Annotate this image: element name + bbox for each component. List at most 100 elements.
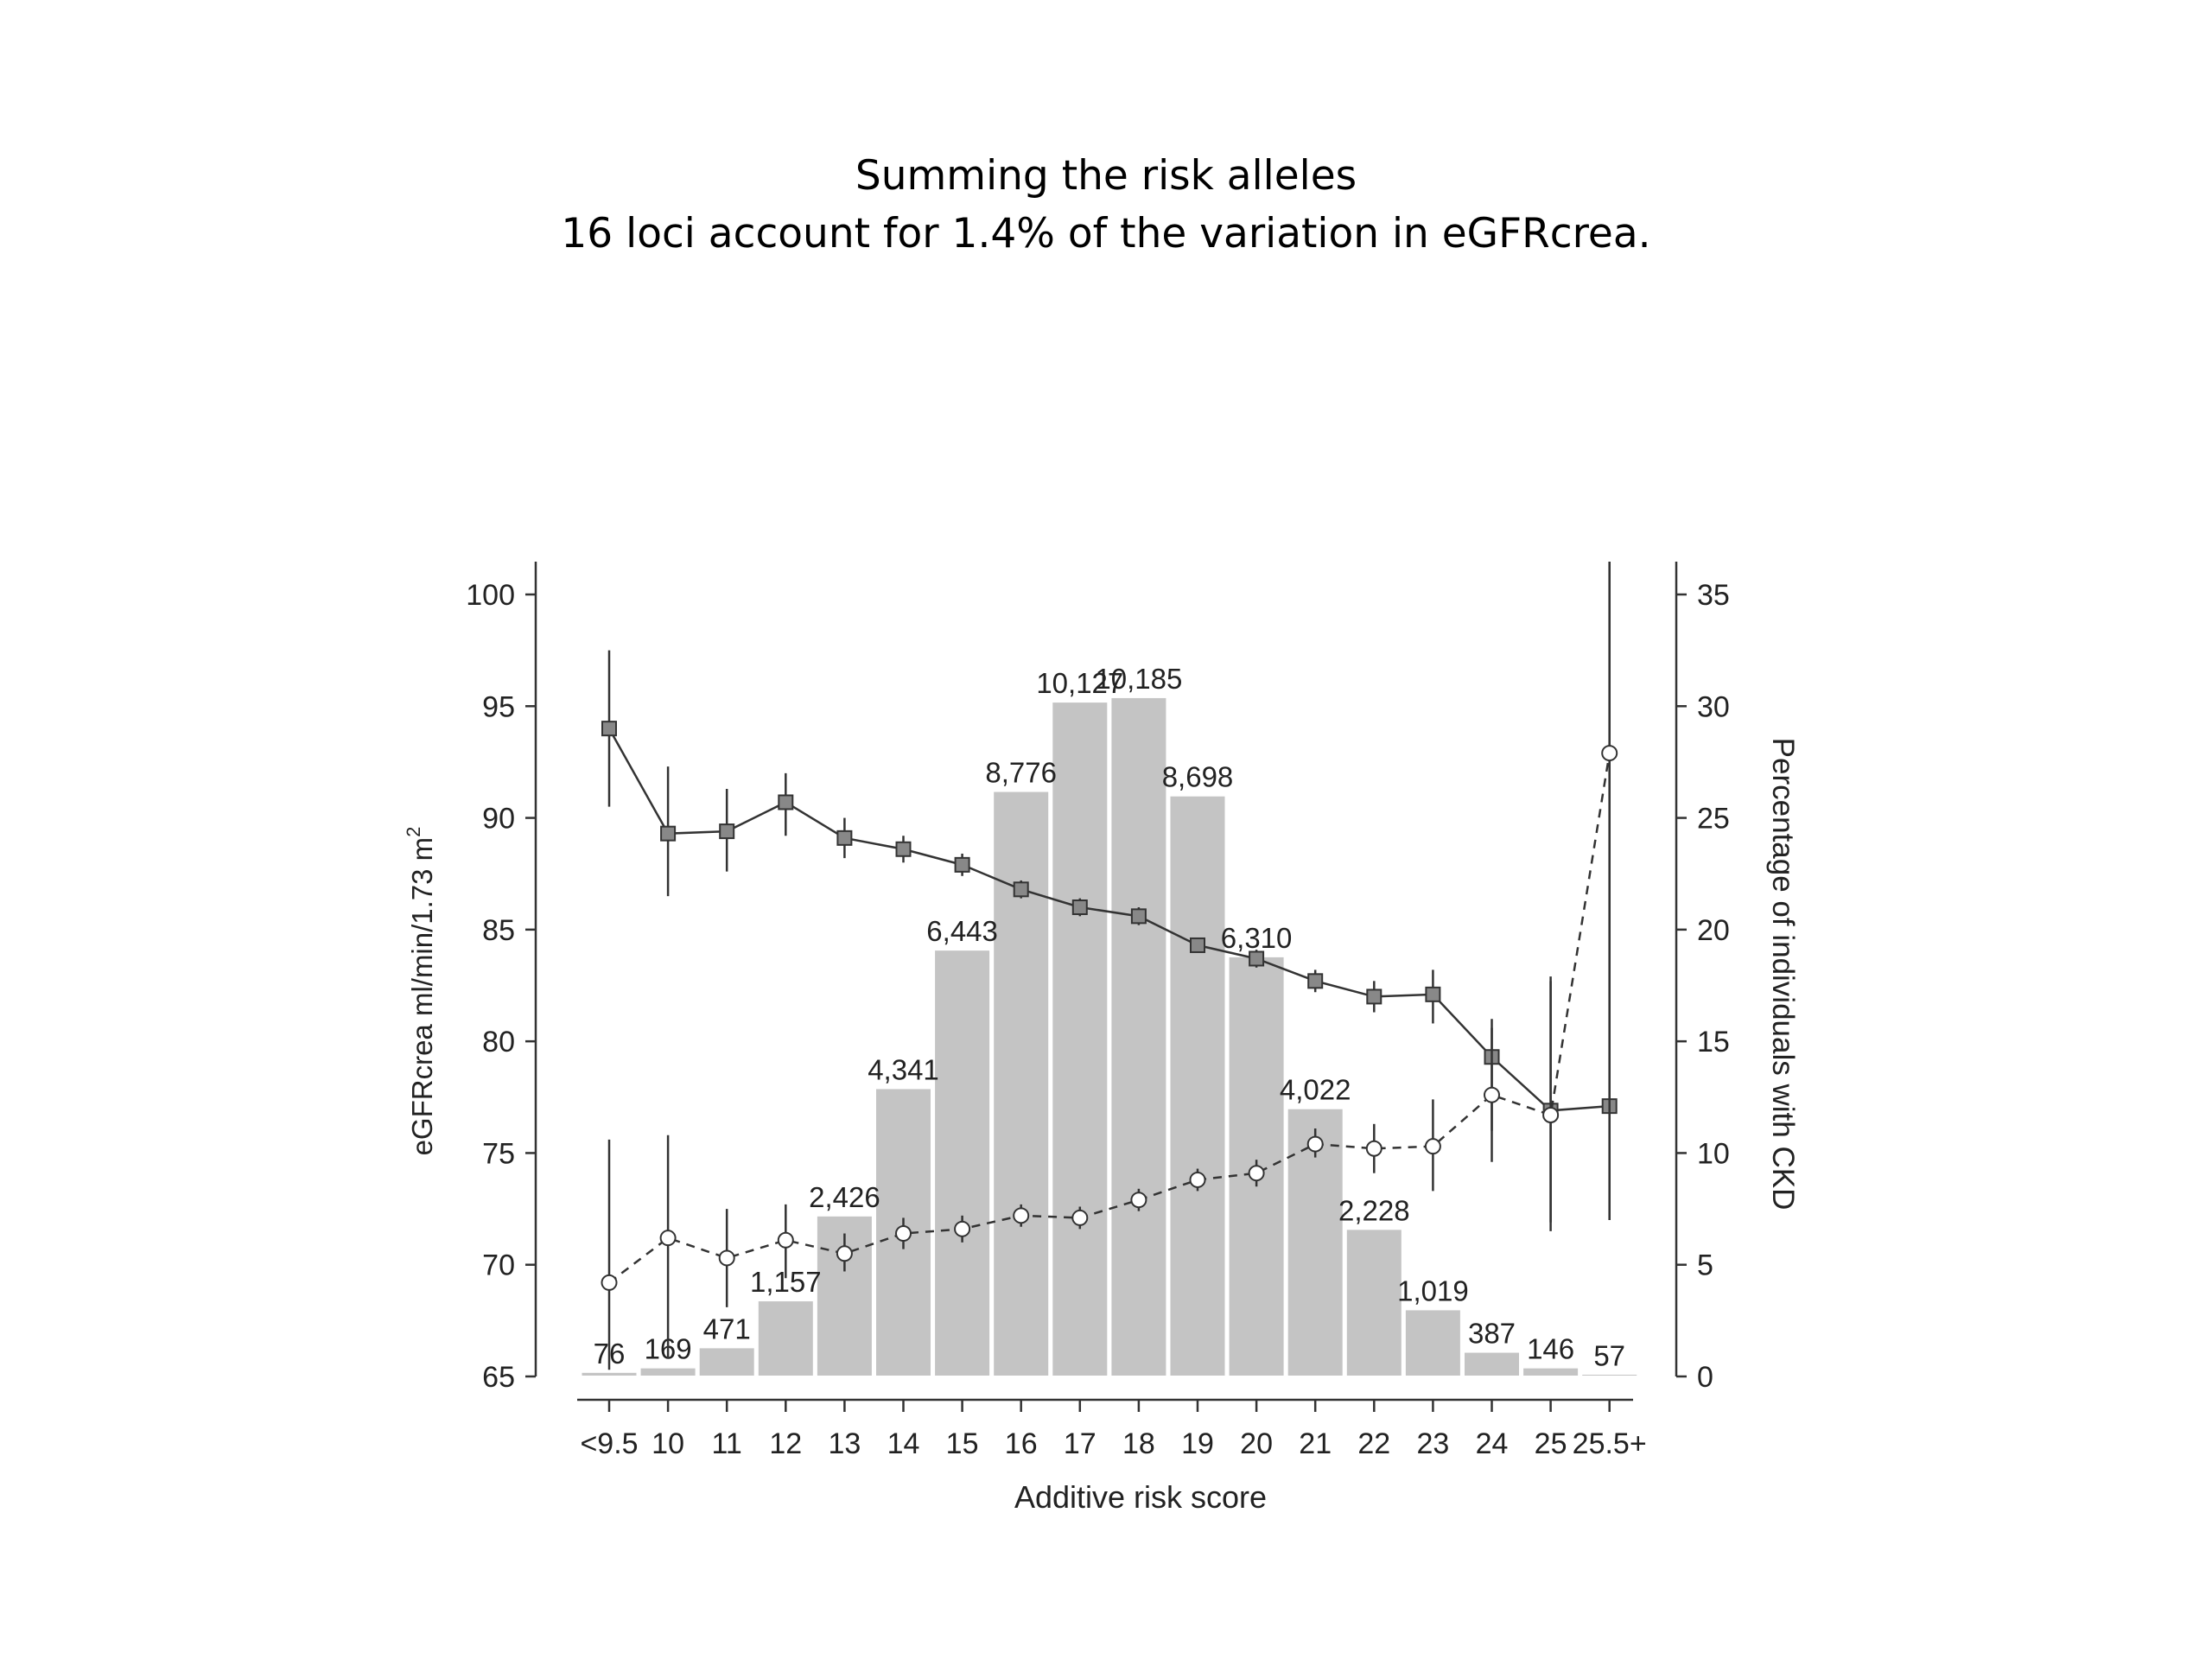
square-marker — [1249, 950, 1265, 967]
histogram-bar — [756, 1300, 815, 1377]
histogram-bar — [1344, 1228, 1403, 1378]
bar-count-label: 57 — [1593, 1339, 1625, 1371]
circle-marker — [777, 1231, 794, 1249]
histogram-bar — [933, 949, 992, 1377]
circle-marker — [1013, 1207, 1030, 1224]
bar-count-label: 471 — [703, 1313, 751, 1344]
x-axis-label: Additive risk score — [1014, 1479, 1267, 1515]
square-marker — [778, 794, 794, 810]
circle-marker — [1601, 745, 1618, 762]
circle-marker — [895, 1225, 912, 1243]
histogram-count-labels: 76 1694711,1572,4264,3416,4438,77610,1271… — [594, 663, 1625, 1371]
data-series — [601, 562, 1618, 1370]
histogram-bar — [992, 790, 1051, 1377]
left-axis-tick-label: 90 — [482, 803, 515, 836]
histogram-bar — [1403, 1308, 1462, 1378]
right-axis-tick-label: 35 — [1697, 579, 1730, 612]
x-axis-tick-label: 13 — [828, 1427, 861, 1460]
square-marker — [1307, 973, 1324, 989]
square-marker — [954, 856, 970, 873]
circle-marker — [601, 1274, 618, 1291]
square-marker — [660, 825, 677, 842]
right-axis-tick-label: 20 — [1697, 914, 1730, 947]
histogram-bar — [1051, 701, 1109, 1377]
square-marker — [719, 823, 735, 840]
x-axis-tick-label: <9.5 — [580, 1427, 638, 1460]
circle-marker — [1542, 1106, 1560, 1123]
left-axis-label-superscript: 2 — [403, 827, 424, 837]
square-marker — [1071, 899, 1088, 915]
circle-marker — [1248, 1165, 1265, 1182]
circle-marker — [836, 1245, 853, 1262]
x-axis-tick-label: 16 — [1005, 1427, 1038, 1460]
bar-count-label: 6,443 — [926, 915, 998, 947]
histogram-bar — [580, 1370, 639, 1378]
histogram-bar — [697, 1346, 756, 1378]
x-axis-tick-label: 19 — [1181, 1427, 1214, 1460]
histogram-bar — [1109, 696, 1168, 1377]
x-axis-tick-label: 22 — [1357, 1427, 1390, 1460]
square-marker — [1190, 937, 1205, 953]
slide-title-line-1: Summing the risk alleles — [855, 152, 1357, 200]
chart-axes: 65 70 75 80 85 90 95 100 0 5 10 15 20 25 30 35 <9.5 10 11 1… — [466, 562, 1730, 1460]
circle-marker — [1484, 1086, 1500, 1103]
square-marker — [895, 841, 912, 857]
square-marker — [1366, 988, 1382, 1005]
x-axis-tick-label: 14 — [887, 1427, 920, 1460]
bar-count-label: 8,698 — [1162, 761, 1234, 793]
bar-count-label: 8,776 — [985, 757, 1057, 789]
slide-title-line-2: 16 loci account for 1.4% of the variatio… — [561, 210, 1651, 257]
circle-marker — [1071, 1209, 1089, 1226]
left-axis-tick-label: 80 — [482, 1026, 515, 1058]
left-axis-label-text: eGFRcrea ml/min/1.73 m — [406, 837, 438, 1156]
circle-marker — [1130, 1192, 1147, 1209]
left-axis-tick-label: 65 — [482, 1361, 515, 1394]
x-axis-tick-label: 10 — [652, 1427, 684, 1460]
bar-count-label: 4,341 — [868, 1053, 939, 1085]
x-axis-tick-label: 18 — [1122, 1427, 1155, 1460]
histogram-bar — [639, 1366, 697, 1377]
x-axis-tick-label: 25 — [1535, 1427, 1567, 1460]
histogram-bar — [1463, 1351, 1521, 1377]
circle-marker — [1189, 1171, 1206, 1188]
right-axis-tick-label: 10 — [1697, 1137, 1730, 1170]
bar-count-label: 10,127 — [1036, 667, 1123, 699]
right-axis-tick-label: 30 — [1697, 690, 1730, 723]
x-axis-tick-label: 11 — [712, 1427, 742, 1460]
bar-count-label: 2,228 — [1338, 1194, 1410, 1226]
bar-count-label: 2,426 — [809, 1181, 880, 1213]
left-axis-tick-label: 95 — [482, 690, 515, 723]
x-axis-tick-label: 15 — [946, 1427, 979, 1460]
x-axis-tick-label: 12 — [769, 1427, 802, 1460]
histogram-bar — [1522, 1366, 1580, 1377]
x-axis-tick-label: 24 — [1476, 1427, 1509, 1460]
x-axis-tick-label: 23 — [1416, 1427, 1449, 1460]
circle-marker — [1365, 1140, 1382, 1157]
bar-count-label: 10,185 — [1095, 663, 1182, 695]
histogram-bars — [580, 696, 1639, 1378]
bar-count-label: 387 — [1468, 1318, 1516, 1350]
bar-count-label: 4,022 — [1280, 1074, 1351, 1106]
left-axis-tick-label: 70 — [482, 1249, 515, 1282]
bar-count-label: 6,310 — [1221, 922, 1293, 954]
square-marker — [1130, 908, 1147, 925]
circle-marker — [1306, 1135, 1324, 1153]
circle-marker — [1424, 1138, 1441, 1155]
bar-count-label: 146 — [1527, 1333, 1574, 1365]
bar-count-label: 1,019 — [1397, 1274, 1469, 1306]
x-axis-tick-label: 17 — [1064, 1427, 1096, 1460]
x-axis-tick-label: 25.5+ — [1573, 1427, 1647, 1460]
right-axis-tick-label: 5 — [1697, 1249, 1713, 1282]
left-axis-tick-label: 85 — [482, 914, 515, 947]
left-axis-label: eGFRcrea ml/min/1.73 m2 — [403, 827, 438, 1156]
right-axis-tick-label: 0 — [1697, 1361, 1713, 1394]
series-line — [608, 753, 1611, 1284]
square-marker — [1425, 986, 1441, 1002]
square-marker — [1013, 881, 1029, 898]
histogram-bar — [1580, 1373, 1639, 1377]
circle-marker — [718, 1249, 735, 1267]
square-marker — [836, 830, 853, 846]
right-axis-tick-label: 15 — [1697, 1026, 1730, 1058]
left-axis-tick-label: 100 — [466, 579, 515, 612]
